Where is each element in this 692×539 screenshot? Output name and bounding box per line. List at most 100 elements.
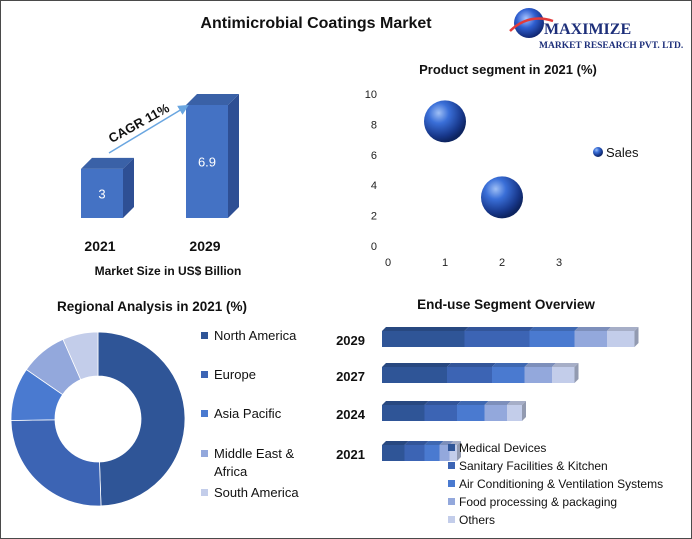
market-size-chart: Antimicrobial Coatings Market 320216.920… xyxy=(81,15,432,278)
donut-slice xyxy=(10,419,102,507)
bar-2021 xyxy=(81,168,123,218)
bar-top-2021 xyxy=(81,157,134,169)
sales-legend-label: Sales xyxy=(606,145,639,160)
main-title: Antimicrobial Coatings Market xyxy=(200,15,432,32)
segment-2029 xyxy=(574,331,607,347)
segment-2029 xyxy=(464,331,530,347)
scatter-point xyxy=(481,176,523,219)
bar-2029 xyxy=(186,105,228,218)
segment-top xyxy=(424,441,444,445)
legend-swatch xyxy=(448,516,455,523)
segment-2029 xyxy=(529,331,575,347)
legend-swatch xyxy=(448,480,455,487)
legend-swatch xyxy=(201,489,208,496)
segment-2029 xyxy=(382,331,465,347)
globe-icon xyxy=(514,8,544,38)
scatter-title: Product segment in 2021 (%) xyxy=(419,62,597,77)
logo-brand: MAXIMIZE xyxy=(544,21,631,38)
cagr-arrow xyxy=(108,104,189,154)
legend-label: Air Conditioning & Ventilation Systems xyxy=(459,477,663,491)
legend-swatch xyxy=(448,444,455,451)
segment-top xyxy=(382,363,451,367)
segment-2027 xyxy=(382,367,447,383)
legend-label: Europe xyxy=(214,367,256,382)
bar-side-2029 xyxy=(228,94,239,218)
donut-slice xyxy=(62,331,99,381)
segment-top xyxy=(447,363,496,367)
legend-swatch xyxy=(201,410,208,417)
y-tick-label: 0 xyxy=(371,241,377,253)
x-tick-label: 3 xyxy=(556,257,562,269)
legend-label: Middle East & xyxy=(214,446,295,461)
segment-2027 xyxy=(524,367,552,383)
segment-2027 xyxy=(552,367,575,383)
row-end-cap xyxy=(634,327,639,347)
segment-2024 xyxy=(457,405,485,421)
segment-top xyxy=(382,327,469,331)
row-end-cap xyxy=(457,441,461,461)
y-tick-label: 8 xyxy=(371,119,377,131)
logo: MAXIMIZE MARKET RESEARCH PVT. LTD. xyxy=(509,8,683,51)
segment-top xyxy=(484,401,511,405)
bar-side-2021 xyxy=(123,157,134,218)
bar-value-label: 3 xyxy=(98,186,105,201)
legend-swatch xyxy=(201,450,208,457)
legend-label: North America xyxy=(214,328,297,343)
legend-swatch xyxy=(448,498,455,505)
scatter-point xyxy=(424,100,466,143)
segment-2024 xyxy=(507,405,522,421)
row-label-2021: 2021 xyxy=(336,447,365,462)
logo-tagline: MARKET RESEARCH PVT. LTD. xyxy=(539,41,683,51)
segment-top xyxy=(382,401,429,405)
segment-2027 xyxy=(492,367,525,383)
donut-title: Regional Analysis in 2021 (%) xyxy=(57,299,247,314)
bar-top-2029 xyxy=(186,94,239,105)
donut-slice xyxy=(97,331,186,507)
legend-label: Africa xyxy=(214,464,248,479)
segment-top xyxy=(529,327,579,331)
row-label-2029: 2029 xyxy=(336,333,365,348)
bar-category-label: 2029 xyxy=(189,238,220,254)
bar-category-label: 2021 xyxy=(84,238,115,254)
segment-2027 xyxy=(447,367,492,383)
segment-top xyxy=(382,441,409,445)
x-tick-label: 1 xyxy=(442,257,448,269)
legend-label: Asia Pacific xyxy=(214,406,282,421)
segment-2021 xyxy=(424,445,440,461)
segment-top xyxy=(574,327,611,331)
segment-2021 xyxy=(382,445,405,461)
segment-top xyxy=(552,363,579,367)
legend-label: Medical Devices xyxy=(459,441,546,455)
segment-top xyxy=(492,363,529,367)
enduse-title: End-use Segment Overview xyxy=(417,297,595,312)
market-xlabel: Market Size in US$ Billion xyxy=(95,264,242,278)
legend-label: Sanitary Facilities & Kitchen xyxy=(459,459,608,473)
segment-2024 xyxy=(424,405,457,421)
y-tick-label: 4 xyxy=(371,180,377,192)
cagr-annotation: CAGR 11% xyxy=(106,100,172,146)
row-label-2027: 2027 xyxy=(336,369,365,384)
y-tick-label: 10 xyxy=(365,89,377,101)
segment-2021 xyxy=(439,445,450,461)
segment-top xyxy=(424,401,461,405)
segment-2021 xyxy=(404,445,425,461)
segment-top xyxy=(607,327,639,331)
row-end-cap xyxy=(574,363,579,383)
y-tick-label: 2 xyxy=(371,211,377,223)
legend-label: Others xyxy=(459,513,495,527)
row-label-2024: 2024 xyxy=(336,407,366,422)
segment-2029 xyxy=(607,331,635,347)
segment-2024 xyxy=(484,405,507,421)
legend-label: South America xyxy=(214,485,299,500)
legend-label: Food processing & packaging xyxy=(459,495,617,509)
legend-swatch xyxy=(448,462,455,469)
segment-top xyxy=(507,401,526,405)
segment-top xyxy=(524,363,556,367)
swoosh-icon xyxy=(509,17,554,32)
legend-swatch xyxy=(201,371,208,378)
legend-swatch xyxy=(201,332,208,339)
segment-2021 xyxy=(449,445,457,461)
